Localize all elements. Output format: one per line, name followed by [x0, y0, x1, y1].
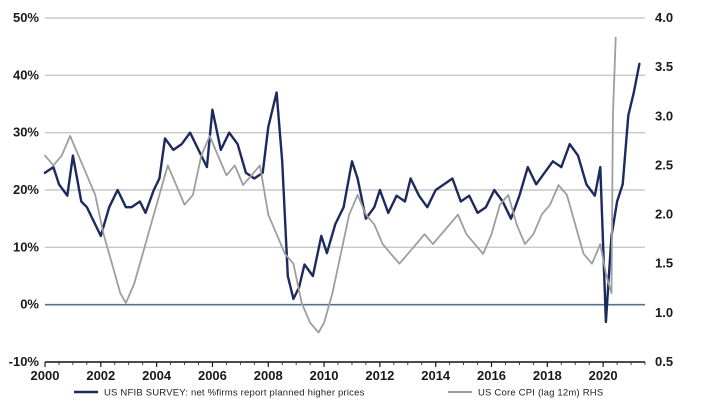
legend-label-nfib: US NFIB SURVEY: net %firms report planne… [104, 388, 365, 399]
y-right-tick-label: 0.5 [655, 354, 673, 369]
y-right-tick-label: 1.5 [655, 256, 673, 271]
y-left-tick-label: 30% [13, 125, 39, 140]
series-line-core-cpi [44, 36, 617, 334]
x-tick-label: 2006 [198, 368, 227, 383]
gridlines [45, 17, 645, 363]
axes: -10% 0% 10% 20% 30% 40% 50% 0.5 1.0 1.5 2.0 2.5 3.0 3… [9, 10, 673, 383]
y-right-tick-label: 1.0 [655, 305, 673, 320]
series-line-nfib [43, 62, 641, 324]
y-right-tick-label: 3.5 [655, 59, 673, 74]
series-lines [43, 36, 641, 334]
y-left-tick-label: 20% [13, 182, 39, 197]
x-tick-label: 2012 [365, 368, 394, 383]
legend: US NFIB SURVEY: net %firms report planne… [74, 388, 603, 399]
y-left-tick-label: 40% [13, 67, 39, 82]
y-right-tick-label: 4.0 [655, 10, 673, 25]
x-tick-label: 2000 [31, 368, 60, 383]
x-tick-label: 2020 [589, 368, 618, 383]
y-left-tick-label: -10% [9, 354, 40, 369]
x-tick-label: 2004 [142, 368, 172, 383]
y-right-tick-label: 3.0 [655, 108, 673, 123]
x-tick-label: 2002 [86, 368, 115, 383]
legend-label-core-cpi: US Core CPI (lag 12m) RHS [478, 388, 603, 399]
y-right-tick-label: 2.5 [655, 157, 673, 172]
y-left-tick-label: 0% [20, 297, 39, 312]
x-tick-label: 2010 [310, 368, 339, 383]
y-right-tick-label: 2.0 [655, 207, 673, 222]
x-tick-label: 2018 [533, 368, 562, 383]
x-tick-label: 2014 [421, 368, 451, 383]
y-left-tick-label: 10% [13, 239, 39, 254]
x-tick-label: 2008 [254, 368, 283, 383]
y-left-tick-label: 50% [13, 10, 39, 25]
x-tick-label: 2016 [477, 368, 506, 383]
